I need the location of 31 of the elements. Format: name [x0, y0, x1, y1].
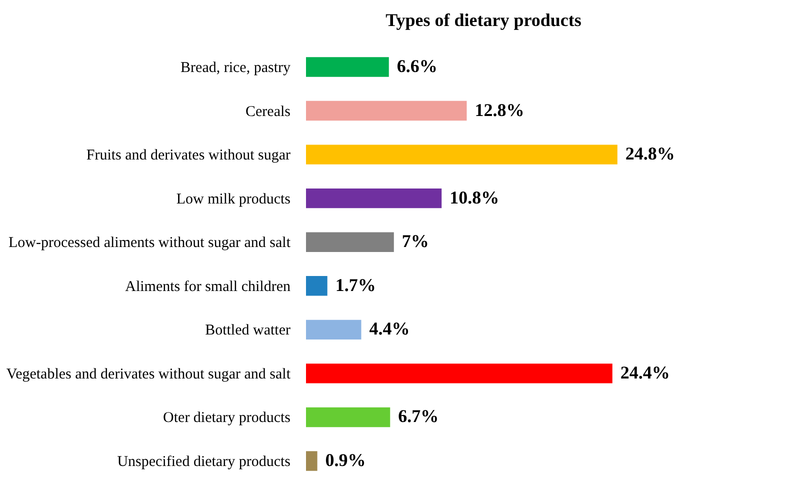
y-tick-label: Fruits and derivates without sugar [86, 148, 290, 164]
bar [306, 320, 362, 340]
data-label: 4.4% [369, 318, 410, 339]
bar [306, 232, 394, 252]
data-label: 10.8% [450, 187, 500, 208]
y-tick-label: Low milk products [176, 191, 291, 208]
data-label: 6.7% [398, 406, 439, 426]
bar [306, 407, 390, 428]
y-tick-label: Vegetables and derivates without sugar and salt [6, 366, 292, 382]
y-tick-label: Oter dietary products [163, 410, 291, 426]
data-label: 6.6% [396, 56, 438, 76]
y-tick-label: Bottled watter [205, 322, 290, 339]
y-tick-label: Bread, rice, pastry [180, 60, 291, 76]
y-tick-label: Unspecified dietary products [117, 454, 291, 470]
bar [306, 364, 612, 384]
y-tick-label: Cereals [246, 104, 291, 120]
y-tick-label: Low-processed aliments without sugar and salt [8, 235, 292, 252]
data-label: 0.9% [325, 450, 366, 470]
bar [306, 57, 389, 77]
bar [306, 451, 318, 471]
data-label: 24.4% [620, 362, 670, 382]
bar [306, 144, 618, 164]
y-tick-label: Aliments for small children [125, 278, 291, 295]
data-label: 12.8% [474, 100, 524, 120]
chart-title: Types of dietary products [386, 10, 582, 30]
data-label: 24.8% [625, 144, 675, 164]
bar [306, 100, 467, 121]
bar [306, 188, 442, 208]
data-label: 1.7% [335, 274, 376, 295]
data-label: 7% [402, 231, 429, 252]
bar [306, 276, 328, 296]
